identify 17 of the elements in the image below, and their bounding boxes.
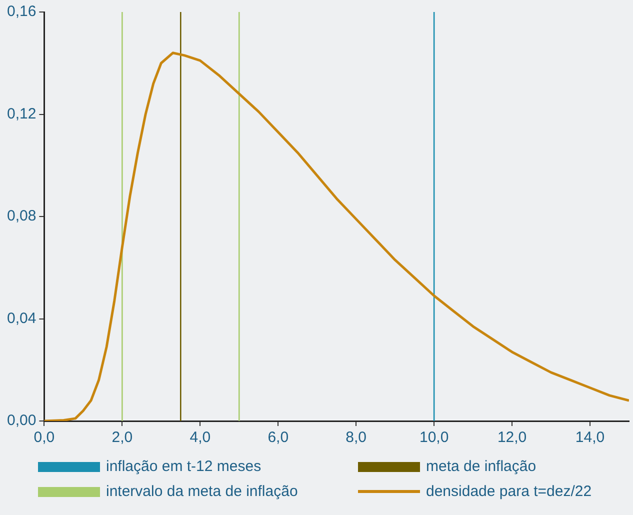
legend-label: inflação em t-12 meses xyxy=(106,458,262,475)
x-tick-label: 6,0 xyxy=(268,429,289,446)
x-tick-label: 10,0 xyxy=(419,429,449,446)
legend-label: meta de inflação xyxy=(426,458,536,475)
legend-label: densidade para t=dez/22 xyxy=(426,483,592,500)
y-tick-label: 0,16 xyxy=(6,3,36,20)
x-tick-label: 14,0 xyxy=(575,429,605,446)
x-tick-label: 0,0 xyxy=(34,429,55,446)
y-tick-label: 0,00 xyxy=(6,412,36,430)
y-tick-label: 0,08 xyxy=(6,208,36,225)
y-tick-label: 0,04 xyxy=(6,310,36,327)
legend-label: intervalo da meta de inflação xyxy=(106,483,298,500)
x-tick-label: 4,0 xyxy=(190,429,211,446)
x-tick-label: 12,0 xyxy=(497,429,527,446)
x-tick-label: 8,0 xyxy=(346,429,367,446)
y-tick-label: 0,12 xyxy=(6,105,36,122)
x-tick-label: 2,0 xyxy=(112,429,133,446)
